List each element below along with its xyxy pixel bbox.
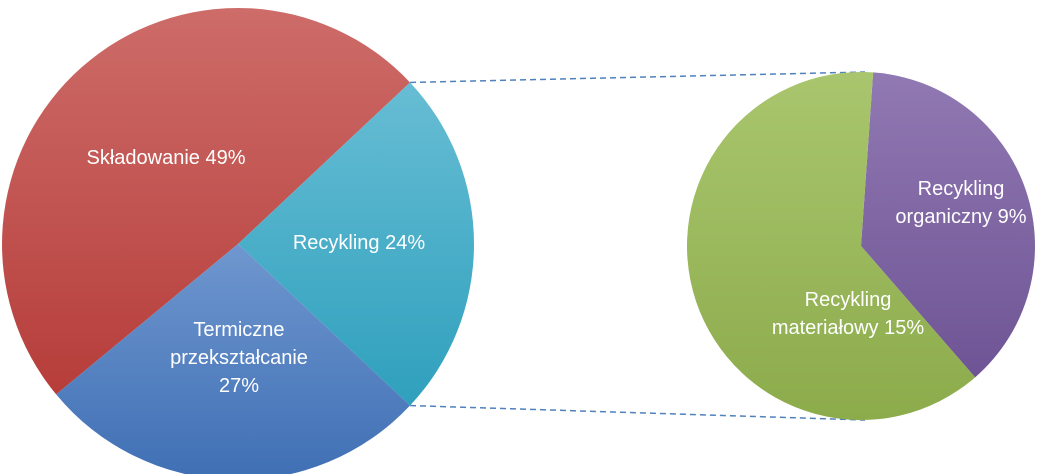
- main-pie: [2, 8, 475, 474]
- pie-slice-termiczne-przeksztalcanie: [56, 244, 411, 474]
- slice-label-termiczne-przeksztalcanie: Termiczne przekształcanie 27%: [170, 319, 308, 397]
- connector-lines: [410, 71, 866, 421]
- slice-label-line: Recykling 24%: [293, 232, 426, 254]
- pie-slice-skladowanie: [2, 8, 411, 395]
- slice-label-line: organiczny 9%: [895, 206, 1026, 228]
- pie-slice-recykling-materialowy: [687, 71, 976, 420]
- slice-label-recykling-organiczny: Recykling organiczny 9%: [895, 178, 1026, 228]
- slice-label-line: Recykling: [805, 289, 892, 311]
- slice-label-line: Termiczne: [193, 319, 284, 341]
- slice-label-recykling: Recykling 24%: [293, 232, 426, 254]
- slice-label-recykling-materialowy: Recykling materiałowy 15%: [772, 289, 925, 339]
- slice-label-skladowanie: Składowanie 49%: [87, 147, 246, 169]
- slice-labels: Składowanie 49% Recykling 24% Termiczne prz…: [87, 147, 1027, 397]
- slice-label-line: Składowanie 49%: [87, 147, 246, 169]
- slice-label-line: Recykling: [918, 178, 1005, 200]
- pie-slice-recykling: [238, 82, 475, 406]
- connector-line-bottom: [410, 404, 866, 421]
- secondary-pie: [687, 71, 1036, 420]
- slice-label-line: 27%: [219, 375, 259, 397]
- slice-label-line: przekształcanie: [170, 347, 308, 369]
- connector-line-top: [410, 71, 866, 84]
- slice-label-line: materiałowy 15%: [772, 317, 925, 339]
- pie-slice-recykling-organiczny: [861, 72, 1036, 378]
